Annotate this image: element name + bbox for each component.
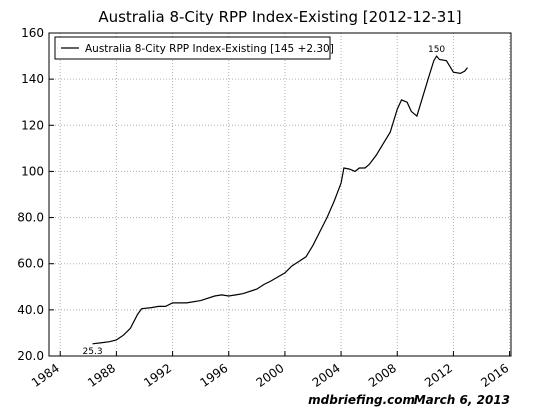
y-tick-label: 80.0 — [17, 211, 44, 225]
x-tick-label: 2016 — [478, 361, 511, 390]
annotation: 150 — [428, 45, 445, 55]
footer-site: mdbriefing.com — [308, 393, 415, 407]
annotation: 25.3 — [83, 347, 103, 357]
footer-date: March 6, 2013 — [414, 393, 510, 407]
y-tick-label: 120 — [21, 118, 44, 132]
x-tick-label: 2004 — [310, 361, 343, 390]
x-tick-label: 2012 — [422, 361, 455, 390]
legend-label: Australia 8-City RPP Index-Existing [145… — [85, 43, 334, 55]
data-line — [92, 55, 468, 345]
y-tick-label: 60.0 — [17, 257, 44, 271]
y-tick-label: 140 — [21, 72, 44, 86]
x-tick-label: 1992 — [141, 361, 174, 390]
y-tick-label: 100 — [21, 164, 44, 178]
chart-title: Australia 8-City RPP Index-Existing [201… — [98, 8, 461, 26]
y-tick-label: 20.0 — [17, 349, 44, 363]
x-tick-label: 2008 — [366, 361, 399, 390]
x-tick-label: 1988 — [85, 361, 118, 390]
x-tick-label: 1996 — [197, 361, 230, 390]
y-tick-label: 160 — [21, 26, 44, 40]
x-tick-label: 2000 — [254, 361, 287, 390]
plot-frame — [48, 32, 512, 357]
legend-box — [54, 36, 331, 60]
y-tick-label: 40.0 — [17, 303, 44, 317]
x-tick-label: 1984 — [29, 361, 62, 390]
